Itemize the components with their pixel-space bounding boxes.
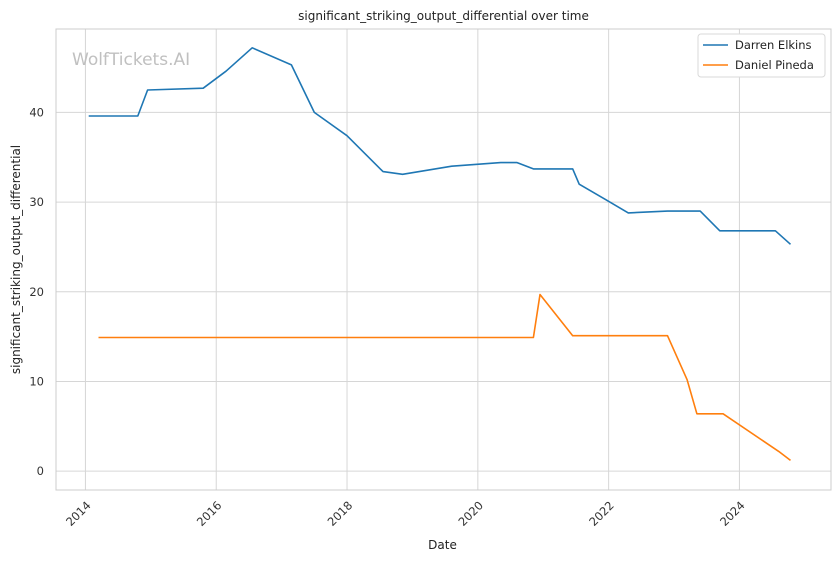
x-tick-label: 2018 (325, 498, 356, 529)
x-tick-label: 2014 (63, 498, 94, 529)
y-tick-label: 0 (37, 464, 44, 478)
series-layer (88, 46, 792, 462)
x-axis-title: Date (428, 538, 457, 552)
x-tick-label: 2020 (455, 498, 486, 529)
y-tick-label: 20 (29, 285, 44, 299)
watermark: WolfTickets.AI (72, 50, 190, 70)
x-tick-label: 2024 (717, 498, 748, 529)
tick-labels: 0 10 20 30 40 2014 2016 2018 2020 2022 2024 (29, 105, 747, 529)
y-tick-label: 10 (29, 374, 44, 388)
legend-box (697, 33, 826, 78)
x-tick-label: 2016 (194, 498, 225, 529)
grid (56, 29, 831, 490)
legend: Darren Elkins Daniel Pineda (697, 33, 826, 78)
series-line-daniel-pineda (98, 293, 791, 462)
chart-title: significant_striking_output_differential… (298, 9, 589, 23)
legend-label-daniel-pineda: Daniel Pineda (735, 58, 814, 72)
x-tick-label: 2022 (586, 498, 617, 529)
y-tick-label: 40 (29, 105, 44, 119)
series-line-darren-elkins (88, 46, 792, 245)
y-tick-label: 30 (29, 195, 44, 209)
plot-area (55, 28, 832, 491)
legend-label-darren-elkins: Darren Elkins (735, 38, 812, 52)
y-axis-title: significant_striking_output_differential (9, 145, 23, 374)
